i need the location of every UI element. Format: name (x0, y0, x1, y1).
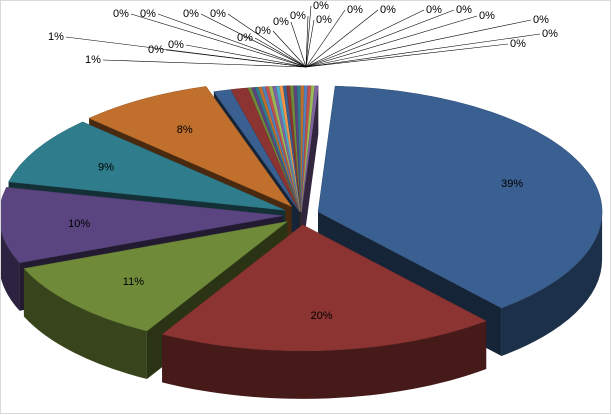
leader-line (255, 38, 306, 67)
data-label: 9% (98, 162, 114, 174)
data-label: 0% (290, 10, 306, 22)
data-label: 0% (183, 8, 199, 20)
data-label: 1% (85, 54, 101, 66)
data-label: 0% (479, 10, 495, 22)
data-label: 0% (456, 4, 472, 16)
data-label: 0% (210, 8, 226, 20)
data-label: 0% (347, 4, 363, 16)
data-label: 0% (380, 4, 396, 16)
data-label: 0% (255, 25, 271, 37)
data-label: 8% (177, 124, 193, 136)
data-label: 1% (48, 31, 64, 43)
data-label: 0% (237, 32, 253, 44)
data-label: 0% (510, 38, 526, 50)
data-label: 0% (273, 16, 289, 28)
data-label: 11% (123, 276, 144, 288)
data-label: 39% (501, 178, 523, 190)
data-label: 10% (68, 218, 90, 230)
data-label: 0% (542, 28, 558, 40)
data-label: 0% (316, 14, 332, 26)
data-label: 0% (313, 1, 329, 12)
data-label: 0% (148, 44, 164, 56)
leader-line (306, 6, 311, 67)
leader-line (306, 20, 531, 67)
data-label: 0% (426, 4, 442, 16)
data-label: 0% (533, 14, 549, 26)
data-label: 0% (113, 8, 129, 20)
data-label: 0% (140, 8, 156, 20)
data-label: 20% (311, 310, 333, 322)
data-label: 0% (168, 39, 184, 51)
